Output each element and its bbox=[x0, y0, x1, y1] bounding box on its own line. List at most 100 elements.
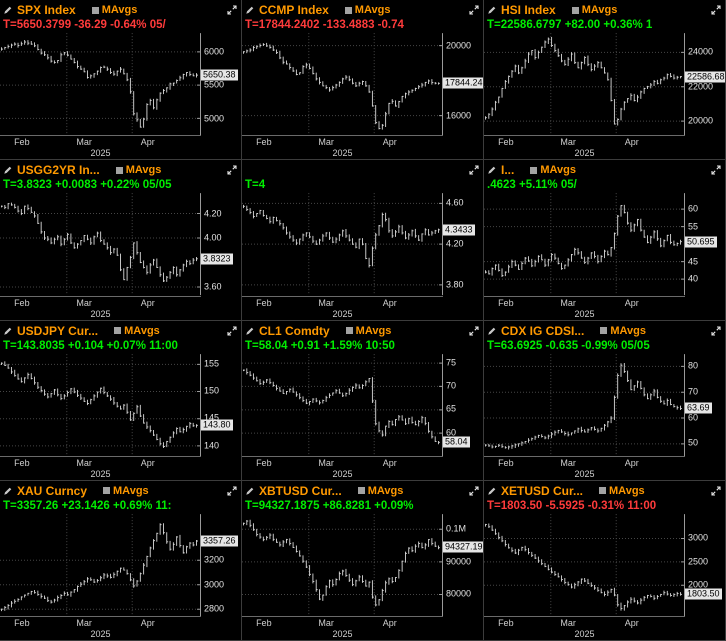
price-plot bbox=[484, 193, 685, 296]
expand-arrows-icon[interactable] bbox=[711, 165, 721, 175]
instrument-title[interactable]: SPX Index bbox=[17, 3, 76, 17]
y-axis-tick: 5500 bbox=[204, 79, 225, 90]
mavgs-legend[interactable]: MAvgs bbox=[91, 4, 137, 16]
y-axis-tick: 20000 bbox=[688, 115, 714, 126]
expand-arrows-icon[interactable] bbox=[227, 325, 237, 336]
panel-header: CL1 Comdty MAvgs bbox=[242, 321, 483, 339]
instrument-title[interactable]: HSI Index bbox=[501, 3, 556, 17]
mavgs-legend[interactable]: MAvgs bbox=[571, 4, 617, 16]
panel-header: XAU Curncy MAvgs bbox=[0, 481, 241, 499]
expand-arrows-icon[interactable] bbox=[227, 486, 237, 496]
chart-panel[interactable]: I... MAvgs .4623 +5.11% 05/ 50.695 60 55 4… bbox=[484, 160, 726, 321]
chart-panel[interactable]: T=4 4.3433 4.60 4.20 3.80 Feb Mar Apr 2025 bbox=[242, 160, 484, 321]
instrument-title[interactable]: CDX IG CDSI... bbox=[501, 323, 585, 338]
x-axis: Feb Mar Apr bbox=[242, 455, 443, 469]
pencil-icon[interactable] bbox=[245, 5, 255, 15]
mavgs-legend[interactable]: MAvgs bbox=[345, 325, 391, 337]
x-axis-month-label: Feb bbox=[498, 618, 514, 628]
chart-area[interactable]: 63.69 80 70 60 50 bbox=[484, 353, 725, 456]
chart-area[interactable]: 1803.50 3000 2500 2000 bbox=[484, 513, 725, 616]
mavgs-legend[interactable]: MAvgs bbox=[115, 164, 161, 176]
expand-arrows-icon[interactable] bbox=[711, 325, 721, 336]
last-price-label: 22586.68 bbox=[685, 71, 725, 83]
year-label: 2025 bbox=[332, 148, 353, 159]
y-axis-tick: 45 bbox=[688, 256, 699, 267]
panel-header: HSI Index MAvgs bbox=[484, 0, 725, 18]
chart-panel[interactable]: HSI Index MAvgs T=22586.6797 +82.00 +0.3… bbox=[484, 0, 726, 161]
pencil-icon[interactable] bbox=[3, 326, 13, 336]
price-plot bbox=[484, 33, 685, 136]
instrument-title[interactable]: USDJPY Cur... bbox=[17, 323, 99, 338]
instrument-title[interactable]: CL1 Comdty bbox=[259, 323, 330, 338]
x-axis-month-label: Feb bbox=[14, 618, 30, 628]
y-axis-tick: 5000 bbox=[204, 113, 225, 124]
chart-area[interactable]: 50.695 60 55 45 40 bbox=[484, 193, 725, 296]
expand-arrows-icon[interactable] bbox=[227, 165, 237, 175]
expand-arrows-icon[interactable] bbox=[227, 5, 237, 15]
mavgs-legend[interactable]: MAvgs bbox=[103, 485, 149, 497]
x-axis-month-label: Feb bbox=[14, 457, 30, 468]
mavgs-legend[interactable]: MAvgs bbox=[357, 485, 403, 497]
x-axis-month-label: Mar bbox=[76, 137, 92, 148]
y-axis-labels: 94327.19 0.1M 90000 80000 bbox=[443, 514, 483, 616]
chart-panel[interactable]: CDX IG CDSI... MAvgs T=63.6925 -0.635 -0… bbox=[484, 320, 726, 481]
mavgs-swatch-icon bbox=[530, 166, 538, 174]
pencil-icon[interactable] bbox=[3, 5, 13, 15]
instrument-title[interactable]: XBTUSD Cur... bbox=[259, 483, 342, 498]
chart-area[interactable]: 4.3433 4.60 4.20 3.80 bbox=[242, 193, 483, 296]
chart-area[interactable]: 17844.24 20000 16000 bbox=[242, 33, 483, 136]
pencil-icon[interactable] bbox=[487, 486, 497, 496]
y-axis-tick: 3200 bbox=[204, 554, 225, 565]
chart-area[interactable]: 3357.26 3200 3000 2800 bbox=[0, 513, 241, 616]
instrument-title[interactable]: CCMP Index bbox=[259, 3, 329, 17]
chart-panel[interactable]: XBTUSD Cur... MAvgs T=94327.1875 +86.828… bbox=[242, 480, 484, 641]
expand-arrows-icon[interactable] bbox=[469, 165, 479, 175]
expand-arrows-icon[interactable] bbox=[469, 486, 479, 496]
expand-arrows-icon[interactable] bbox=[469, 325, 479, 336]
expand-arrows-icon[interactable] bbox=[469, 5, 479, 15]
chart-area[interactable]: 3.8323 4.20 4.00 3.60 bbox=[0, 193, 241, 296]
pencil-icon[interactable] bbox=[487, 165, 497, 175]
mavgs-legend[interactable]: MAvgs bbox=[530, 164, 576, 176]
mavgs-swatch-icon bbox=[344, 6, 352, 14]
chart-panel[interactable]: USGG2YR In... MAvgs T=3.8323 +0.0083 +0.… bbox=[0, 160, 242, 321]
expand-arrows-icon[interactable] bbox=[711, 486, 721, 496]
chart-area[interactable]: 94327.19 0.1M 90000 80000 bbox=[242, 513, 483, 616]
instrument-title[interactable]: XAU Curncy bbox=[17, 483, 88, 498]
mavgs-legend[interactable]: MAvgs bbox=[114, 325, 160, 337]
ticker-status: T=143.8035 +0.104 +0.07% 11:00 bbox=[3, 339, 178, 352]
mavgs-legend[interactable]: MAvgs bbox=[599, 485, 645, 497]
pencil-icon[interactable] bbox=[3, 165, 13, 175]
x-axis-month-label: Apr bbox=[382, 457, 397, 468]
instrument-title[interactable]: I... bbox=[501, 163, 515, 178]
mavgs-legend[interactable]: MAvgs bbox=[344, 4, 390, 16]
chart-panel[interactable]: USDJPY Cur... MAvgs T=143.8035 +0.104 +0… bbox=[0, 320, 242, 481]
chart-area[interactable]: 22586.68 24000 22000 20000 bbox=[484, 33, 725, 136]
chart-panel[interactable]: SPX Index MAvgs T=5650.3799 -36.29 -0.64… bbox=[0, 0, 242, 161]
x-axis-month-label: Feb bbox=[256, 457, 272, 468]
last-price-label: 17844.24 bbox=[443, 77, 483, 89]
chart-area[interactable]: 58.04 75 70 65 60 bbox=[242, 353, 483, 456]
mavgs-label: MAvgs bbox=[540, 164, 576, 177]
last-price-label: 143.80 bbox=[201, 419, 233, 431]
pencil-icon[interactable] bbox=[3, 486, 13, 496]
x-axis-month-label: Mar bbox=[76, 297, 92, 308]
y-axis-tick: 70 bbox=[446, 380, 457, 391]
mavgs-legend[interactable]: MAvgs bbox=[600, 325, 646, 337]
instrument-title[interactable]: XETUSD Cur... bbox=[501, 483, 584, 498]
chart-area[interactable]: 5650.38 6000 5500 5000 bbox=[0, 33, 241, 136]
chart-panel[interactable]: XETUSD Cur... MAvgs T=1803.50 -5.5925 -0… bbox=[484, 480, 726, 641]
pencil-icon[interactable] bbox=[487, 326, 497, 336]
instrument-title[interactable]: USGG2YR In... bbox=[17, 163, 100, 178]
chart-panel[interactable]: XAU Curncy MAvgs T=3357.26 +23.1426 +0.6… bbox=[0, 480, 242, 641]
x-axis-month-label: Mar bbox=[318, 457, 334, 468]
pencil-icon[interactable] bbox=[245, 486, 255, 496]
chart-area[interactable]: 143.80 155 150 145 140 bbox=[0, 353, 241, 456]
chart-panel[interactable]: CL1 Comdty MAvgs T=58.04 +0.91 +1.59% 10… bbox=[242, 320, 484, 481]
pencil-icon[interactable] bbox=[245, 326, 255, 336]
y-axis-labels: 5650.38 6000 5500 5000 bbox=[201, 33, 241, 135]
expand-arrows-icon[interactable] bbox=[711, 5, 721, 15]
chart-panel[interactable]: CCMP Index MAvgs T=17844.2402 -133.4883 … bbox=[242, 0, 484, 161]
pencil-icon[interactable] bbox=[487, 5, 497, 15]
x-axis-month-label: Apr bbox=[624, 457, 639, 468]
